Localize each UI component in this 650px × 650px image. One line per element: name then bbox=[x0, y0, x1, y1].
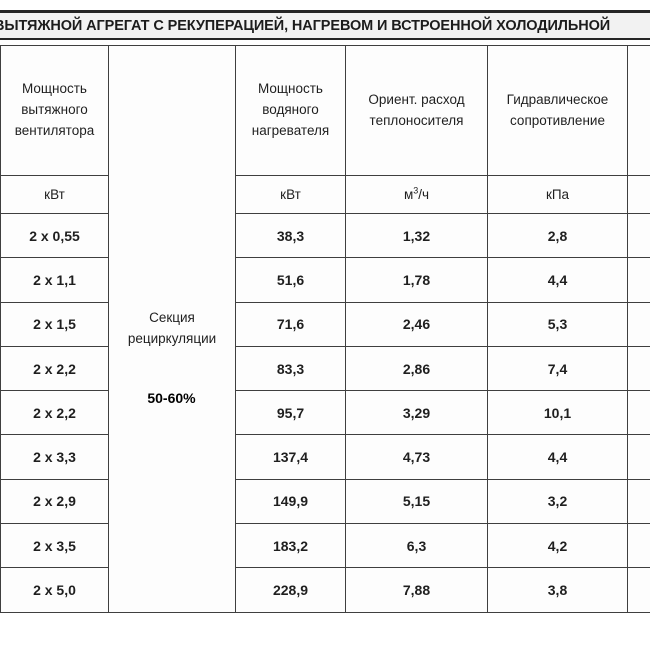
header-line: Ориент. расход bbox=[368, 91, 465, 107]
cell-fan-power: 2 x 0,55 bbox=[0, 212, 109, 259]
cell-heater-power: 71,6 bbox=[235, 301, 346, 347]
cell-fan-power: 2 x 5,0 bbox=[0, 567, 109, 613]
column-header-hydraulic-resistance: Гидравлическое сопротивление bbox=[487, 45, 628, 176]
cell-cooler-power bbox=[627, 567, 650, 613]
column-header-flow-rate: Ориент. расход теплоносителя bbox=[345, 45, 488, 176]
cell-flow-rate: 4,73 bbox=[345, 434, 488, 480]
header-line: Мощность bbox=[22, 81, 87, 97]
header-line: ох bbox=[631, 111, 650, 132]
cell-heater-power: 228,9 bbox=[235, 567, 346, 613]
cell-hydraulic-resistance: 7,4 bbox=[487, 345, 628, 392]
table-row: 2 x 2,2 83,3 2,86 7,4 bbox=[0, 345, 650, 392]
table-title-banner: ВЫТЯЖНОЙ АГРЕГАТ С РЕКУПЕРАЦИЕЙ, НАГРЕВО… bbox=[0, 10, 650, 40]
cell-flow-rate: 1,32 bbox=[345, 212, 488, 259]
cell-heater-power: 38,3 bbox=[235, 212, 346, 259]
cell-heater-power: 149,9 bbox=[235, 478, 346, 525]
cell-cooler-power bbox=[627, 434, 650, 480]
cell-hydraulic-resistance: 5,3 bbox=[487, 301, 628, 347]
header-line: Гидравлическое bbox=[506, 91, 609, 107]
header-line: вытяжного bbox=[21, 102, 88, 118]
table-row: 2 x 1,1 51,6 1,78 4,4 bbox=[0, 257, 650, 303]
cell-cooler-power bbox=[627, 345, 650, 392]
cell-flow-rate: 6,3 bbox=[345, 523, 488, 569]
unit-base: м bbox=[403, 187, 414, 202]
unit-cooler-power bbox=[627, 175, 650, 214]
cell-fan-power: 2 x 1,1 bbox=[0, 257, 109, 303]
cell-fan-power: 2 x 1,5 bbox=[0, 301, 109, 347]
table-row: 2 x 3,3 137,4 4,73 4,4 bbox=[0, 434, 650, 480]
header-line: М bbox=[631, 90, 650, 111]
unit-heater-power: кВт bbox=[235, 175, 346, 214]
recirculation-value: 50-60% bbox=[147, 390, 196, 406]
column-header-heater-power: Мощность водяного нагревателя bbox=[235, 45, 346, 176]
cell-hydraulic-resistance: 10,1 bbox=[487, 390, 628, 436]
cell-cooler-power bbox=[627, 257, 650, 303]
cell-cooler-power bbox=[627, 212, 650, 259]
cell-fan-power: 2 x 3,5 bbox=[0, 523, 109, 569]
cell-heater-power: 95,7 bbox=[235, 390, 346, 436]
cell-flow-rate: 7,88 bbox=[345, 567, 488, 613]
column-header-recirculation: Секция рециркуляции bbox=[108, 45, 236, 613]
cell-flow-rate: 1,78 bbox=[345, 257, 488, 303]
cell-hydraulic-resistance: 2,8 bbox=[487, 212, 628, 259]
cell-heater-power: 83,3 bbox=[235, 345, 346, 392]
table-units-row: кВт кВт м3/ч кПа bbox=[0, 175, 650, 214]
table-row: 2 x 2,2 95,7 3,29 10,1 bbox=[0, 390, 650, 436]
cell-cooler-power bbox=[627, 478, 650, 525]
header-line: Секция bbox=[149, 309, 195, 325]
specification-table: Мощность вытяжного вентилятора Секция ре… bbox=[0, 45, 650, 613]
table-row: 2 x 2,9 149,9 5,15 3,2 bbox=[0, 478, 650, 525]
column-header-cooler-power-clipped: М ох bbox=[627, 45, 650, 176]
table-row: 2 x 0,55 38,3 1,32 2,8 bbox=[0, 212, 650, 259]
cell-fan-power: 2 x 2,2 bbox=[0, 345, 109, 392]
cell-heater-power: 183,2 bbox=[235, 523, 346, 569]
cell-flow-rate: 3,29 bbox=[345, 390, 488, 436]
cell-hydraulic-resistance: 3,8 bbox=[487, 567, 628, 613]
unit-fan-power: кВт bbox=[0, 175, 109, 214]
unit-tail: /ч bbox=[418, 187, 430, 202]
table-row: 2 x 1,5 71,6 2,46 5,3 bbox=[0, 301, 650, 347]
cell-flow-rate: 2,46 bbox=[345, 301, 488, 347]
header-line: Мощность bbox=[258, 81, 323, 97]
cell-fan-power: 2 x 2,2 bbox=[0, 390, 109, 436]
cell-cooler-power bbox=[627, 301, 650, 347]
cell-flow-rate: 2,86 bbox=[345, 345, 488, 392]
header-line: водяного bbox=[262, 102, 319, 118]
cell-cooler-power bbox=[627, 390, 650, 436]
cell-fan-power: 2 x 2,9 bbox=[0, 478, 109, 525]
page-title: ВЫТЯЖНОЙ АГРЕГАТ С РЕКУПЕРАЦИЕЙ, НАГРЕВО… bbox=[0, 17, 611, 34]
cell-flow-rate: 5,15 bbox=[345, 478, 488, 525]
table-row: 2 x 5,0 228,9 7,88 3,8 bbox=[0, 567, 650, 613]
cell-hydraulic-resistance: 4,4 bbox=[487, 257, 628, 303]
unit-hydraulic-resistance: кПа bbox=[487, 175, 628, 214]
header-line: рециркуляции bbox=[127, 330, 217, 346]
column-header-fan-power: Мощность вытяжного вентилятора bbox=[0, 45, 109, 176]
cell-hydraulic-resistance: 3,2 bbox=[487, 478, 628, 525]
table-row: 2 x 3,5 183,2 6,3 4,2 bbox=[0, 523, 650, 569]
unit-exponent: 3 bbox=[413, 185, 419, 196]
header-line: нагревателя bbox=[251, 122, 330, 138]
cell-fan-power: 2 x 3,3 bbox=[0, 434, 109, 480]
cell-cooler-power bbox=[627, 523, 650, 569]
unit-flow-rate: м3/ч bbox=[345, 175, 488, 214]
header-line: вентилятора bbox=[14, 122, 95, 138]
cell-heater-power: 137,4 bbox=[235, 434, 346, 480]
table-header-row: Мощность вытяжного вентилятора Секция ре… bbox=[0, 45, 650, 613]
cell-hydraulic-resistance: 4,4 bbox=[487, 434, 628, 480]
header-line: теплоносителя bbox=[369, 112, 464, 128]
header-line: сопротивление bbox=[510, 112, 605, 128]
cell-hydraulic-resistance: 4,2 bbox=[487, 523, 628, 569]
cell-heater-power: 51,6 bbox=[235, 257, 346, 303]
